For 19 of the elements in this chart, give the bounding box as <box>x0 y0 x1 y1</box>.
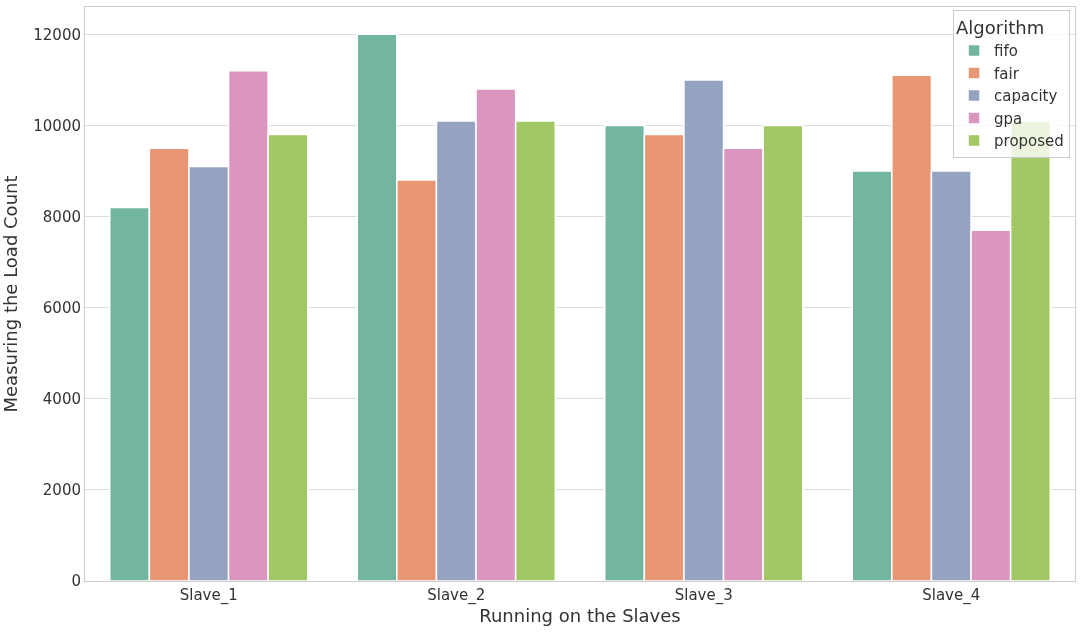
y-tick-label: 2000 <box>42 481 81 500</box>
x-tick-label: Slave_4 <box>922 586 981 605</box>
legend-label: capacity <box>994 87 1058 106</box>
x-axis-title: Running on the Slaves <box>479 605 681 626</box>
legend-label: fair <box>994 64 1020 83</box>
x-tick-label: Slave_2 <box>427 586 486 605</box>
y-axis-title: Measuring the Load Count <box>0 175 21 413</box>
x-tick-label: Slave_3 <box>674 586 733 605</box>
y-tick-label: 4000 <box>42 390 81 409</box>
y-tick-label: 8000 <box>42 207 81 226</box>
y-tick-label: 10000 <box>33 116 81 135</box>
y-tick-label: 6000 <box>42 298 81 317</box>
y-tick-label: 0 <box>71 572 81 591</box>
legend-label: gpa <box>994 109 1023 128</box>
x-tick-label: Slave_1 <box>179 586 238 605</box>
legend-label: fifo <box>994 42 1018 61</box>
y-tick-label: 12000 <box>33 25 81 44</box>
legend-label: proposed <box>994 132 1064 151</box>
legend-title: Algorithm <box>956 17 1045 39</box>
